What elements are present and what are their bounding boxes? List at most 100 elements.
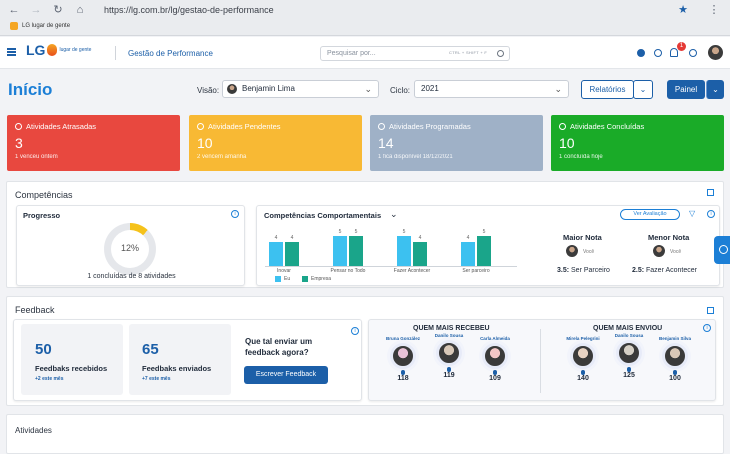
bar-empresa-2[interactable] xyxy=(413,242,427,266)
painel-dropdown-button[interactable]: ⌄ xyxy=(706,80,724,99)
info-icon[interactable]: i xyxy=(703,324,711,332)
ver-avaliacao-button[interactable]: Ver Avaliação xyxy=(620,209,680,220)
address-bar[interactable]: https://lg.com.br/lg/gestao-de-performan… xyxy=(104,5,274,15)
competencias-chart-card: Competências Comportamentais ⌄ Ver Avali… xyxy=(256,205,720,286)
ranking-person[interactable]: Danilo Sousa 125 xyxy=(609,333,649,379)
header-divider xyxy=(115,46,116,60)
info-icon[interactable]: i xyxy=(707,210,715,218)
ranking-person[interactable]: Benjamin Silva 100 xyxy=(655,336,695,382)
logo-mark-icon xyxy=(47,44,58,56)
lg-logo[interactable]: LG lugar de gente xyxy=(26,42,92,58)
user-avatar[interactable] xyxy=(708,45,723,60)
visao-avatar xyxy=(227,84,237,94)
stat-title: Atividades Concluídas xyxy=(570,122,645,131)
competencias-section: Competências Progresso i 12% 1 concluída… xyxy=(6,181,724,288)
painel-button[interactable]: Painel xyxy=(667,80,705,99)
ranking-person[interactable]: Carla Almeida 109 xyxy=(475,336,515,382)
person-count: 109 xyxy=(489,375,501,382)
search-shortcut: CTRL + SHIFT + F xyxy=(449,50,488,55)
forward-arrow-icon[interactable]: → xyxy=(30,4,42,16)
ranking-person[interactable]: Bruna González 118 xyxy=(383,336,423,382)
maior-nota-value: 3.5: Ser Parceiro xyxy=(557,267,610,274)
back-arrow-icon[interactable]: ← xyxy=(8,4,20,16)
bookmark-star-icon[interactable]: ★ xyxy=(678,4,688,16)
card-title: Progresso xyxy=(23,211,61,220)
ranking-divider xyxy=(540,329,541,393)
stat-card[interactable]: Atividades Programadas 14 1 fica disponíve… xyxy=(370,115,543,171)
notification-badge: 1 xyxy=(677,42,686,51)
bar-value-label: 4 xyxy=(466,235,470,241)
x-tick-label: Fazer Acontecer xyxy=(393,268,431,274)
menu-icon[interactable] xyxy=(7,48,16,56)
bar-eu-2[interactable] xyxy=(397,236,411,266)
stat-card[interactable]: Atividades Concluídas 10 1 concluída hoje xyxy=(551,115,724,171)
bookmark-item[interactable]: LG lugar de gente xyxy=(10,21,70,31)
bar-empresa-1[interactable] xyxy=(349,236,363,266)
check-circle-icon xyxy=(559,123,566,130)
bar-eu-1[interactable] xyxy=(333,236,347,266)
section-title: Atividades xyxy=(15,426,52,435)
section-title: Feedback xyxy=(15,305,55,315)
person-name: Carla Almeida xyxy=(480,336,510,341)
bar-value-label: 5 xyxy=(482,229,486,235)
stat-subtitle: 1 venceu ontem xyxy=(15,154,58,160)
stat-count: 10 xyxy=(559,135,575,151)
person-name: Danilo Sousa xyxy=(614,333,644,338)
bar-empresa-3[interactable] xyxy=(477,236,491,266)
feedbacks-received-box[interactable]: 50 Feedbaks recebidos +2 este mês xyxy=(21,324,123,395)
bar-empresa-0[interactable] xyxy=(285,242,299,266)
medal-icon xyxy=(493,370,497,375)
bar-eu-3[interactable] xyxy=(461,242,475,266)
person-avatar xyxy=(662,343,688,369)
stat-count: 3 xyxy=(15,135,23,151)
search-input[interactable]: Pesquisar por... CTRL + SHIFT + F xyxy=(320,46,510,61)
relatorios-dropdown-button[interactable]: ⌄ xyxy=(633,80,653,99)
stat-card[interactable]: Atividades Atrasadas 3 1 venceu ontem xyxy=(7,115,180,171)
filter-icon[interactable]: ▽ xyxy=(689,209,696,218)
person-count: 125 xyxy=(623,372,635,379)
stat-title: Atividades Atrasadas xyxy=(26,122,97,131)
visao-select[interactable]: Benjamin Lima ⌄ xyxy=(222,80,379,98)
person-count: 118 xyxy=(397,375,409,382)
person-name: Benjamin Silva xyxy=(658,336,691,341)
stat-card[interactable]: Atividades Pendentes 10 2 vencem amanhã xyxy=(189,115,362,171)
info-icon[interactable]: i xyxy=(231,210,239,218)
settings-icon[interactable] xyxy=(637,49,645,57)
bar-value-label: 4 xyxy=(418,235,422,241)
help-icon[interactable] xyxy=(654,49,662,57)
browser-chrome: ← → ↻ ⌂ https://lg.com.br/lg/gestao-de-p… xyxy=(0,0,730,36)
chevron-down-icon[interactable]: ⌄ xyxy=(390,209,398,219)
reload-icon[interactable]: ↻ xyxy=(53,4,63,16)
app-header: LG lugar de gente Gestão de Performance … xyxy=(0,37,730,69)
escrever-feedback-button[interactable]: Escrever Feedback xyxy=(244,366,328,384)
person-count: 119 xyxy=(443,372,455,379)
expand-icon[interactable] xyxy=(707,307,714,314)
search-icon[interactable] xyxy=(497,50,504,57)
chevron-down-icon: ⌄ xyxy=(364,84,372,94)
medal-icon xyxy=(673,370,677,375)
stat-title: Atividades Programadas xyxy=(389,122,471,131)
legend-eu: Eu xyxy=(275,276,290,282)
expand-icon[interactable] xyxy=(707,189,714,196)
info-icon[interactable]: i xyxy=(351,327,359,335)
ranking-person[interactable]: Danilo Sousa 119 xyxy=(429,333,469,379)
feedbacks-sent-box[interactable]: 65 Feedbaks enviados +7 este mês xyxy=(129,324,231,395)
bell-icon[interactable] xyxy=(670,48,678,57)
relatorios-button[interactable]: Relatórios xyxy=(581,80,634,99)
bar-eu-0[interactable] xyxy=(269,242,283,266)
stat-count: 14 xyxy=(378,135,394,151)
chat-side-tab[interactable] xyxy=(714,236,730,264)
menor-nota-value: 2.5: Fazer Acontecer xyxy=(632,267,697,274)
ciclo-select[interactable]: 2021 ⌄ xyxy=(414,80,569,98)
progress-caption: 1 concluídas de 8 atividades xyxy=(87,273,176,280)
apps-icon[interactable] xyxy=(689,49,697,57)
menor-nota-label: Menor Nota xyxy=(648,233,690,242)
browser-menu-icon[interactable]: ⋮ xyxy=(708,4,720,16)
module-name[interactable]: Gestão de Performance xyxy=(128,49,213,58)
person-avatar xyxy=(482,343,508,369)
progress-ring: 12% xyxy=(104,223,156,275)
ranking-person[interactable]: Mirela Pelegrini 140 xyxy=(563,336,603,382)
home-icon[interactable]: ⌂ xyxy=(76,4,84,16)
bar-value-label: 5 xyxy=(338,229,342,235)
feedback-section: Feedback 50 Feedbaks recebidos +2 este m… xyxy=(6,296,724,406)
